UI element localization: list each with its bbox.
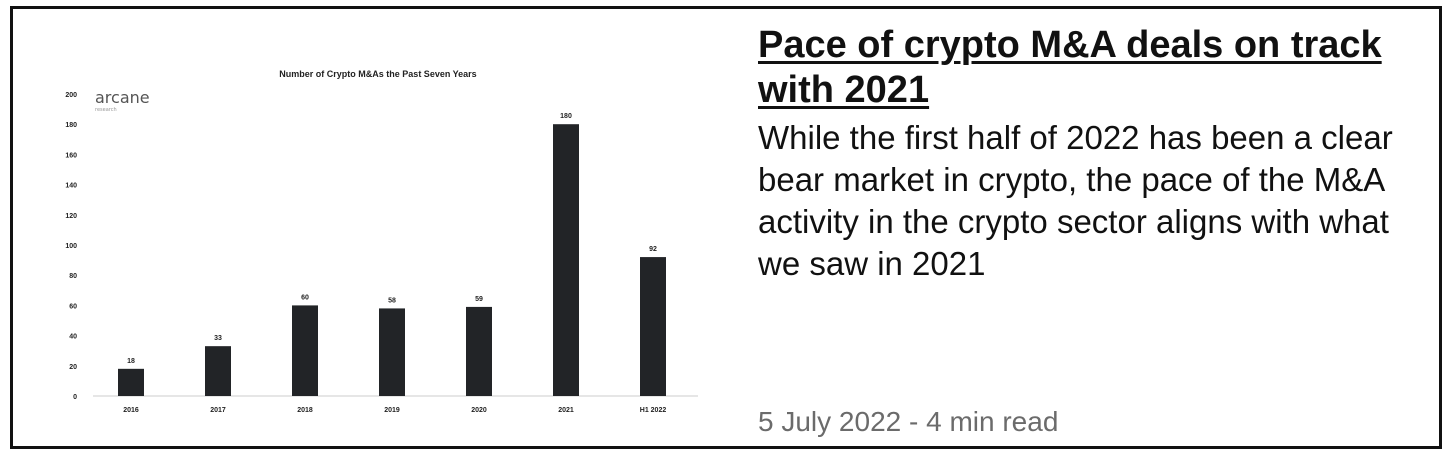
x-axis: 2016 2017 2018 2019 2020 2021 H1 2022 xyxy=(123,407,666,414)
y-tick-label: 200 xyxy=(65,92,77,99)
x-tick-label: 2018 xyxy=(297,407,313,414)
logo-wordmark: arcane xyxy=(95,88,150,107)
x-tick-label: H1 2022 xyxy=(640,407,667,414)
y-tick-label: 160 xyxy=(65,152,77,159)
bar xyxy=(292,305,318,396)
article-summary: While the first half of 2022 has been a … xyxy=(758,119,1393,282)
y-tick-label: 140 xyxy=(65,183,77,190)
y-tick-label: 180 xyxy=(65,122,77,129)
y-tick-label: 0 xyxy=(73,394,77,401)
y-tick-label: 60 xyxy=(69,303,77,310)
y-tick-label: 120 xyxy=(65,213,77,220)
y-tick-label: 20 xyxy=(69,364,77,371)
y-axis: 0 20 40 60 80 100 120 140 160 180 200 xyxy=(65,92,77,401)
logo-tagline: research xyxy=(95,107,117,113)
chart-container: Number of Crypto M&As the Past Seven Yea… xyxy=(53,54,713,429)
bar-chart: Number of Crypto M&As the Past Seven Yea… xyxy=(65,69,698,414)
bar xyxy=(640,257,666,396)
article-card[interactable]: Number of Crypto M&As the Past Seven Yea… xyxy=(10,6,1442,449)
bars-group: 18 33 60 58 59 180 92 xyxy=(118,113,666,396)
chart-title: Number of Crypto M&As the Past Seven Yea… xyxy=(279,69,476,79)
bar xyxy=(205,346,231,396)
x-tick-label: 2017 xyxy=(210,407,226,414)
bar xyxy=(466,306,492,396)
bar-value-label: 58 xyxy=(388,297,396,304)
bar-value-label: 33 xyxy=(214,335,222,342)
x-tick-label: 2020 xyxy=(471,407,487,414)
bar xyxy=(118,368,144,396)
x-tick-label: 2016 xyxy=(123,407,139,414)
y-tick-label: 40 xyxy=(69,334,77,341)
bar-value-label: 180 xyxy=(560,113,572,120)
x-tick-label: 2019 xyxy=(384,407,400,414)
bar-value-label: 18 xyxy=(127,358,135,365)
arcane-logo: arcane research xyxy=(95,88,150,113)
bar-value-label: 92 xyxy=(649,246,657,253)
article-text: Pace of crypto M&A deals on track with 2… xyxy=(758,23,1430,438)
article-headline[interactable]: Pace of crypto M&A deals on track with 2… xyxy=(758,24,1382,111)
bar xyxy=(379,308,405,396)
bar-value-label: 59 xyxy=(475,296,483,303)
bar-value-label: 60 xyxy=(301,294,309,301)
bar xyxy=(553,124,579,396)
y-tick-label: 80 xyxy=(69,273,77,280)
y-tick-label: 100 xyxy=(65,243,77,250)
x-tick-label: 2021 xyxy=(558,407,574,414)
article-meta: 5 July 2022 - 4 min read xyxy=(758,406,1059,437)
